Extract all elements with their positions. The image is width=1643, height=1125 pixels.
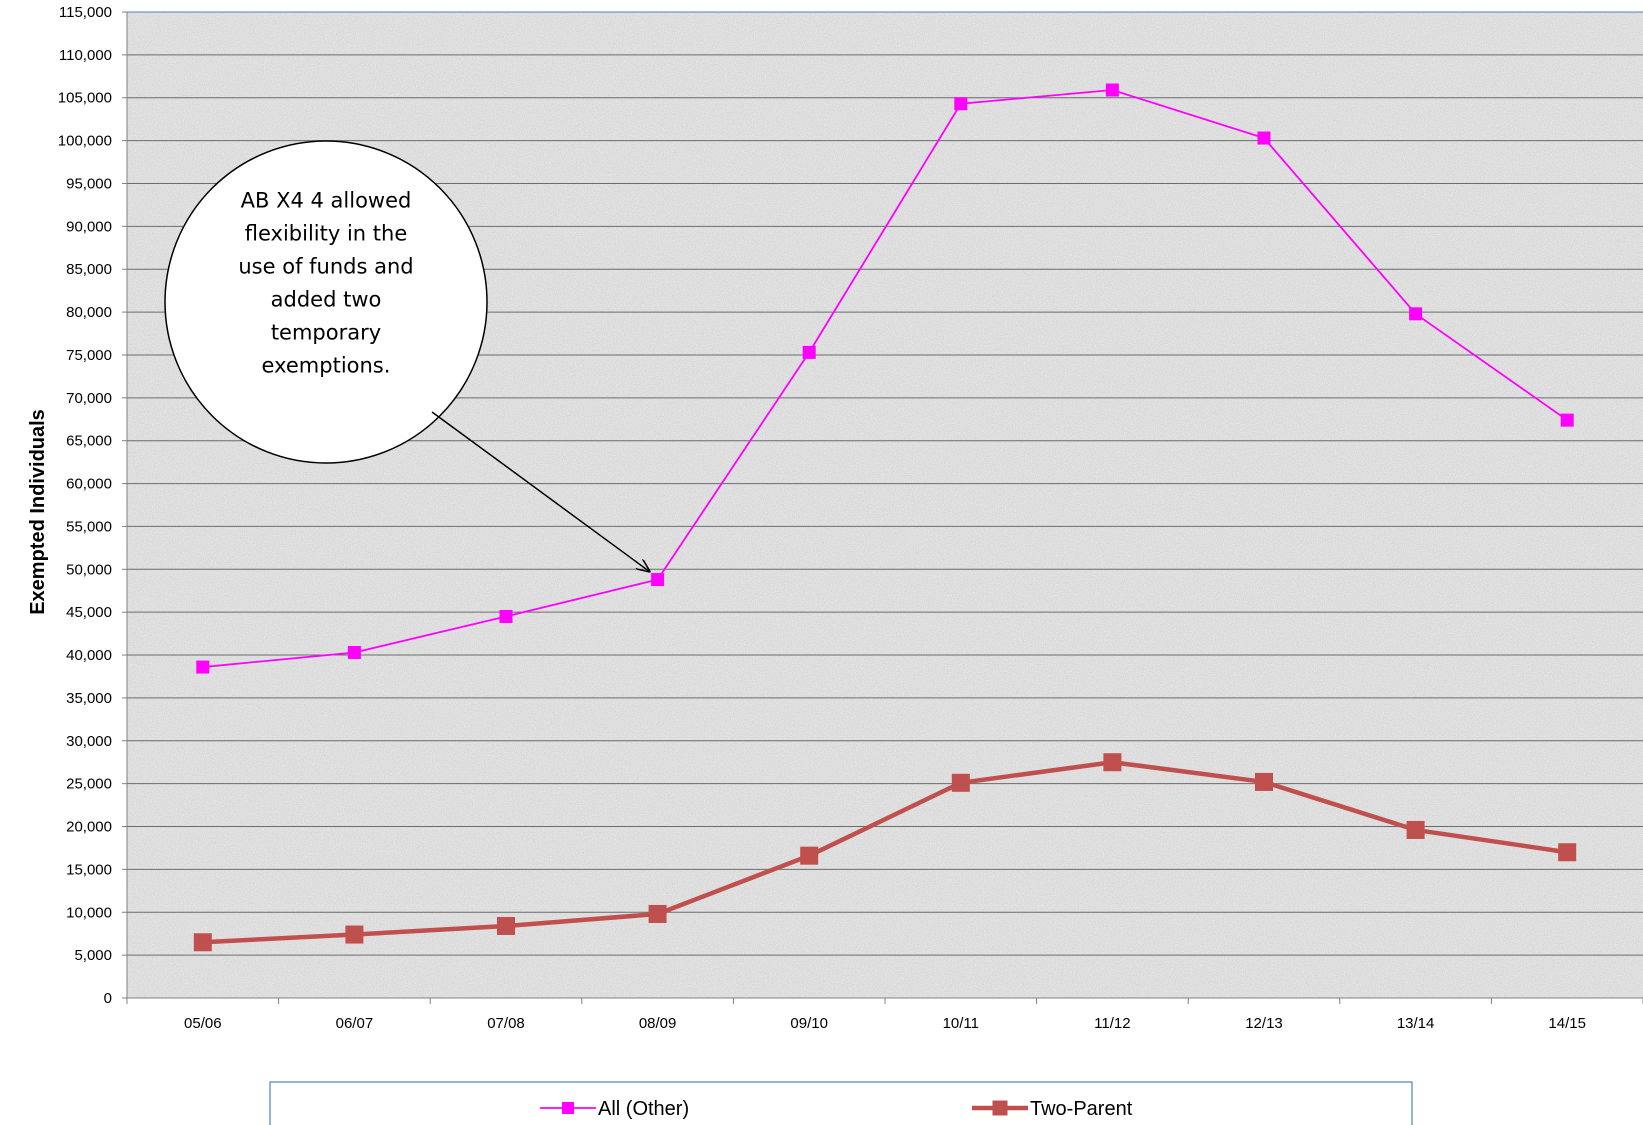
data-point — [648, 904, 667, 923]
y-tick-label: 10,000 — [66, 904, 112, 921]
y-axis-label: Exempted Individuals — [27, 409, 49, 615]
x-tick-label: 14/15 — [1548, 1015, 1586, 1032]
y-tick-label: 100,000 — [58, 133, 112, 150]
series-line-1 — [202, 759, 1568, 945]
axes: 0 5,000 10,000 15,000 20,000 25,000 30,000 35,0… — [58, 4, 1643, 1032]
y-tick-label: 70,000 — [66, 390, 112, 407]
y-tick-label: 85,000 — [66, 261, 112, 278]
y-tick-label: 50,000 — [66, 561, 112, 578]
data-point — [1105, 83, 1119, 97]
data-point — [651, 573, 665, 587]
data-point — [1406, 820, 1425, 839]
legend-marker-0 — [562, 1102, 574, 1114]
legend-marker-1 — [992, 1100, 1008, 1116]
y-tick-label: 35,000 — [66, 690, 112, 707]
callout-text-line: use of funds and — [238, 255, 413, 279]
y-tick-label: 65,000 — [66, 433, 112, 450]
data-point — [193, 933, 212, 952]
data-point — [1560, 413, 1574, 427]
y-tick-label: 80,000 — [66, 304, 112, 321]
data-point — [1103, 753, 1122, 772]
legend-label-1: Two-Parent — [1030, 1098, 1133, 1120]
y-tick-label: 110,000 — [59, 47, 112, 64]
data-point — [499, 609, 513, 623]
x-tick-label: 05/06 — [184, 1015, 222, 1032]
x-tick-label: 09/10 — [790, 1015, 828, 1032]
y-tick-label: 25,000 — [66, 776, 112, 793]
y-tick-label: 40,000 — [66, 647, 112, 664]
y-tick-label: 5,000 — [74, 947, 112, 964]
data-point — [1409, 307, 1423, 321]
callout-text-line: flexibility in the — [245, 222, 408, 246]
legend-label-0: All (Other) — [598, 1098, 689, 1120]
y-tick-label: 15,000 — [66, 861, 112, 878]
x-tick-label: 11/12 — [1094, 1015, 1130, 1032]
x-tick-label: 13/14 — [1397, 1015, 1435, 1032]
legend: All (Other) Two-Parent — [269, 1081, 1413, 1125]
callout-bubble — [164, 140, 488, 464]
y-tick-label: 95,000 — [66, 175, 112, 192]
callout-text-line: exemptions. — [262, 354, 391, 378]
data-point — [954, 97, 968, 111]
callout-text-line: added two — [271, 288, 382, 312]
y-tick-label: 30,000 — [66, 733, 112, 750]
data-point — [196, 660, 210, 674]
x-tick-label: 10/11 — [943, 1015, 979, 1032]
y-tick-label: 90,000 — [66, 218, 112, 235]
x-tick-label: 08/09 — [639, 1015, 677, 1032]
y-tick-label: 55,000 — [66, 518, 112, 535]
data-point — [802, 345, 816, 359]
annotation: AB X4 4 allowed flexibility in the use of … — [164, 140, 650, 572]
callout-text-line: temporary — [271, 321, 381, 345]
data-point — [347, 645, 361, 659]
y-tick-label: 20,000 — [66, 819, 112, 836]
x-tick-label: 06/07 — [336, 1015, 374, 1032]
data-point — [1257, 131, 1271, 145]
data-point — [345, 925, 364, 944]
callout-arrow — [431, 411, 650, 572]
callout-text-line: AB X4 4 allowed — [241, 189, 412, 213]
data-point — [800, 846, 819, 865]
data-point — [497, 916, 515, 935]
series — [193, 83, 1577, 952]
y-tick-label: 105,000 — [58, 90, 112, 107]
legend-box — [269, 1081, 1413, 1125]
x-tick-label: 12/13 — [1245, 1015, 1283, 1032]
series-line-0 — [202, 89, 1568, 668]
x-tick-label: 07/08 — [487, 1015, 525, 1032]
data-point — [951, 773, 970, 792]
y-tick-label: 115,000 — [59, 4, 112, 21]
data-point — [1558, 843, 1577, 862]
data-point — [1255, 772, 1273, 791]
y-tick-label: 60,000 — [66, 476, 112, 493]
y-tick-label: 75,000 — [66, 347, 112, 364]
y-tick-label: 45,000 — [66, 604, 112, 621]
y-tick-label: 0 — [104, 990, 112, 1007]
